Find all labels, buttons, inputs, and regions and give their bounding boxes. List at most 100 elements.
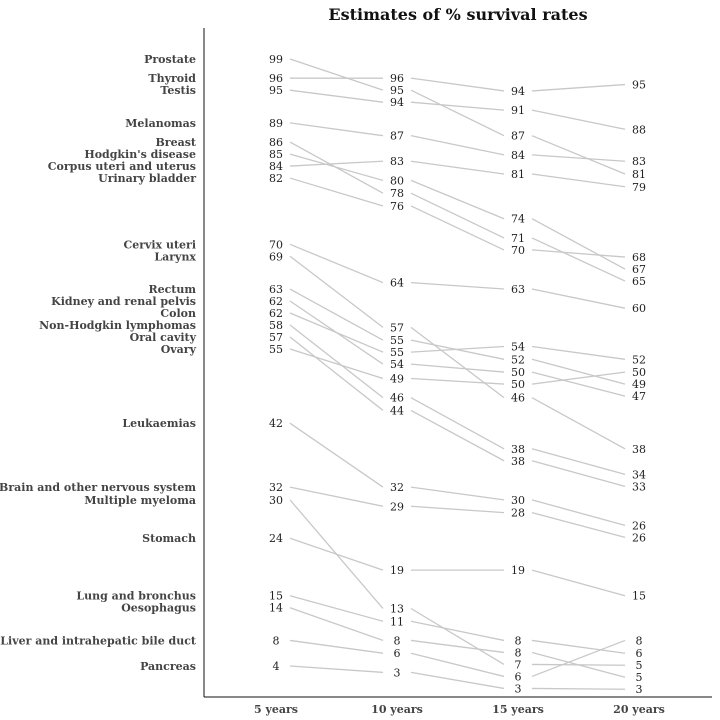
- category-label: Colon: [160, 307, 196, 320]
- series-segment: [531, 397, 626, 450]
- value-label: 44: [390, 404, 404, 417]
- value-label: 15: [632, 590, 646, 603]
- series-segment: [531, 651, 626, 678]
- series-segment: [410, 671, 505, 690]
- value-label: 78: [390, 187, 404, 200]
- category-label: Testis: [160, 84, 196, 97]
- series-segment: [410, 620, 505, 642]
- series-segment: [289, 153, 384, 182]
- value-label: 32: [390, 481, 404, 494]
- value-label: 67: [632, 263, 646, 276]
- category-label: Oesophagus: [121, 602, 196, 615]
- value-label: 26: [632, 531, 646, 544]
- series-segment: [410, 639, 505, 654]
- category-label: Liver and intrahepatic bile duct: [0, 634, 197, 647]
- category-label: Stomach: [142, 532, 196, 545]
- series-segment: [410, 179, 505, 220]
- value-label: 55: [390, 346, 404, 359]
- category-label: Brain and other nervous system: [0, 481, 196, 494]
- series-segment: [410, 345, 505, 353]
- value-label: 62: [269, 295, 283, 308]
- value-label: 8: [636, 634, 643, 647]
- value-label: 19: [511, 564, 525, 577]
- series-segment: [531, 218, 626, 270]
- value-label: 38: [632, 443, 646, 456]
- series-segment: [531, 135, 626, 175]
- category-label: Rectum: [148, 283, 196, 296]
- series-segment: [289, 89, 384, 103]
- value-label: 30: [269, 494, 283, 507]
- value-label: 3: [394, 666, 401, 679]
- value-label: 65: [632, 275, 646, 288]
- series-segment: [410, 409, 505, 462]
- value-label: 84: [269, 160, 283, 173]
- value-label: 6: [515, 670, 522, 683]
- x-tick-labels: 5 years 10 years 15 years 20 years: [254, 703, 665, 716]
- series-segment: [289, 177, 384, 207]
- value-label: 63: [511, 283, 525, 296]
- series-segment: [531, 173, 626, 188]
- series-segment: [289, 422, 384, 488]
- value-label: 3: [636, 683, 643, 696]
- value-label: 57: [269, 331, 283, 344]
- category-label: Leukaemias: [122, 417, 196, 430]
- value-label: 26: [632, 519, 646, 532]
- series-segment: [531, 83, 626, 92]
- series-segment: [410, 652, 505, 678]
- series-segment: [531, 109, 626, 130]
- value-label: 96: [390, 72, 404, 85]
- value-label: 38: [511, 443, 525, 456]
- category-label: Cervix uteri: [123, 238, 196, 251]
- series-segment: [531, 639, 626, 654]
- series-segment: [410, 505, 505, 514]
- series-segment: [531, 345, 626, 360]
- series-segment: [410, 397, 505, 450]
- value-label: 79: [632, 181, 646, 194]
- value-label: 14: [269, 602, 283, 615]
- series-segment: [410, 607, 505, 665]
- value-label: 86: [269, 136, 283, 149]
- value-label: 55: [269, 343, 283, 356]
- series-segment: [531, 358, 626, 385]
- value-label: 46: [511, 392, 525, 405]
- value-label: 54: [390, 358, 404, 371]
- series-segment: [410, 101, 505, 111]
- series-segment: [410, 281, 505, 290]
- category-label: Corpus uteri and uterus: [48, 160, 196, 173]
- value-label: 34: [632, 468, 646, 481]
- value-label: 83: [632, 155, 646, 168]
- value-label: 91: [511, 104, 525, 117]
- value-label: 52: [632, 353, 646, 366]
- series-segment: [289, 122, 384, 137]
- value-label: 80: [390, 174, 404, 187]
- value-label: 62: [269, 307, 283, 320]
- x-tick-label: 5 years: [254, 703, 298, 716]
- value-label: 46: [390, 392, 404, 405]
- series-segment: [531, 154, 626, 162]
- series-segment: [289, 348, 384, 380]
- value-label: 69: [269, 250, 283, 263]
- series-segment: [410, 192, 505, 239]
- x-tick-label: 10 years: [371, 703, 423, 716]
- value-label: 11: [390, 615, 404, 628]
- value-label: 19: [390, 564, 404, 577]
- category-label: Kidney and renal pelvis: [51, 295, 196, 308]
- value-label: 32: [269, 481, 283, 494]
- series-segment: [289, 324, 384, 399]
- series-segment: [410, 77, 505, 92]
- value-label: 4: [273, 660, 280, 673]
- series-segment: [531, 371, 626, 385]
- value-label: 82: [269, 172, 283, 185]
- value-label: 57: [390, 321, 404, 334]
- value-label: 95: [390, 84, 404, 97]
- category-label: Non-Hodgkin lymphomas: [39, 319, 196, 332]
- value-label: 8: [515, 634, 522, 647]
- value-label: 8: [515, 646, 522, 659]
- value-label: 50: [511, 366, 525, 379]
- series-segment: [410, 326, 505, 399]
- value-label: 8: [394, 634, 401, 647]
- chart-title: Estimates of % survival rates: [328, 5, 587, 24]
- value-label: 29: [390, 500, 404, 513]
- series-segment: [531, 687, 626, 690]
- value-label: 50: [632, 366, 646, 379]
